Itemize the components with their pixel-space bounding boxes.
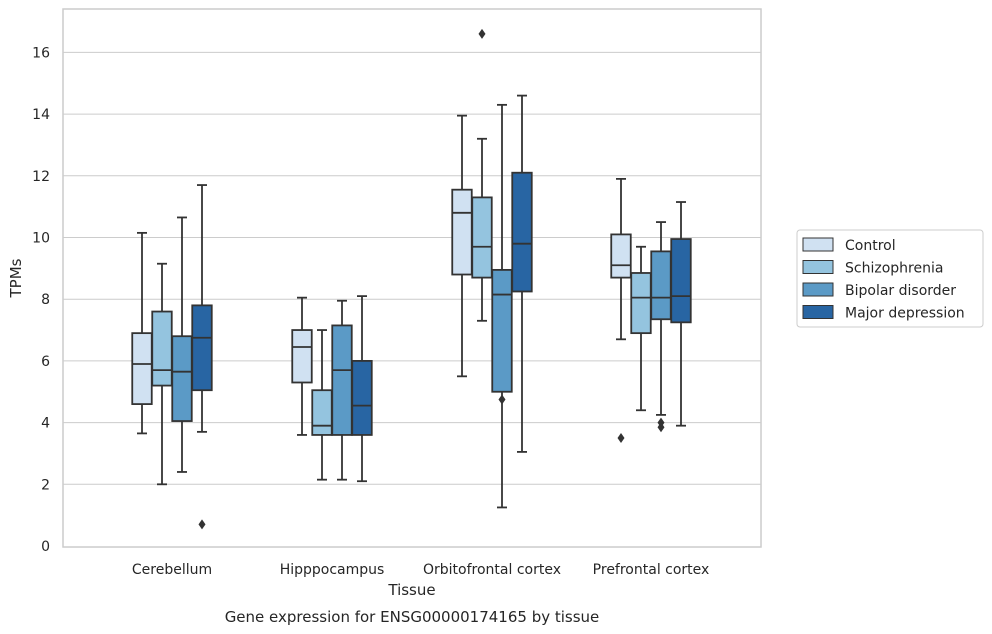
legend-label: Schizophrenia [845,261,943,277]
series-group [171,103,672,509]
y-tick-label: 10 [32,231,50,247]
y-tick-label: 0 [41,539,50,555]
series-group [191,94,692,530]
box-iqr [171,335,193,422]
legend-swatch [802,237,834,252]
box-iqr [291,329,313,384]
box-iqr [630,272,652,335]
box-plot [191,184,213,530]
legend-item: Control [802,237,896,254]
box-iqr [131,332,153,405]
outlier-point [498,394,506,405]
box-plot [291,296,313,436]
outlier-point [478,28,486,39]
box-iqr [471,196,493,279]
box-plot [630,245,652,412]
series-group [131,114,632,444]
x-tick-label: Cerebellum [132,562,212,578]
box-iqr [311,389,333,436]
x-tick-label: Prefrontal cortex [593,562,710,578]
y-axis-ticks: 0 2 4 6 8 10 12 14 16 [32,45,50,555]
box-plot [131,231,153,435]
y-tick-label: 4 [41,416,50,432]
y-tick-label: 2 [41,477,50,493]
box-plot [171,216,193,473]
box-plot [511,94,533,453]
y-tick-label: 16 [32,45,50,61]
legend-item: Bipolar disorder [802,282,956,299]
legend-item: Schizophrenia [802,260,943,277]
x-axis-ticks: Cerebellum Hipppocampus Orbitofrontal cort… [132,562,709,578]
plot-frame [62,8,762,548]
x-tick-label: Orbitofrontal cortex [423,562,561,578]
outlier-point [657,417,665,428]
legend: Control Schizophrenia Bipolar disorder Majo… [796,229,984,328]
box-plot [151,262,173,486]
box-iqr [151,310,173,387]
y-tick-label: 6 [41,354,50,370]
x-axis-label: Tissue [387,581,435,599]
box-plot [650,221,672,433]
box-iqr [511,171,533,293]
box-iqr [351,359,373,436]
legend-item: Major depression [802,305,965,322]
legend-swatch [802,260,834,274]
y-tick-label: 14 [32,107,50,123]
box-series-layer [131,28,692,530]
legend-label: Major depression [845,306,965,322]
legend-items: Control Schizophrenia Bipolar disorder Majo… [802,237,965,322]
y-tick-label: 8 [41,292,50,308]
outlier-point [198,519,206,530]
legend-label: Bipolar disorder [845,283,956,299]
box-plot [451,114,473,378]
box-iqr [670,238,692,324]
box-plot [610,177,632,444]
legend-frame [796,229,984,328]
box-iqr [491,268,513,393]
legend-swatch [802,282,834,297]
box-iqr [650,250,672,321]
chart-caption: Gene expression for ENSG00000174165 by t… [225,608,600,626]
legend-swatch [802,305,834,319]
outlier-point [617,433,625,444]
box-plot [311,329,333,481]
box-plot [491,103,513,509]
x-tick-label: Hipppocampus [280,562,385,578]
box-iqr [191,304,213,392]
box-plot [351,295,373,483]
box-iqr [451,188,473,276]
series-group [151,28,652,486]
y-tick-label: 12 [32,169,50,185]
y-axis-label: TPMs [7,258,25,298]
box-plot [471,28,493,322]
box-plot [670,201,692,427]
box-plot [331,299,353,481]
box-iqr [331,324,353,436]
box-iqr [610,233,632,279]
legend-label: Control [845,238,896,254]
